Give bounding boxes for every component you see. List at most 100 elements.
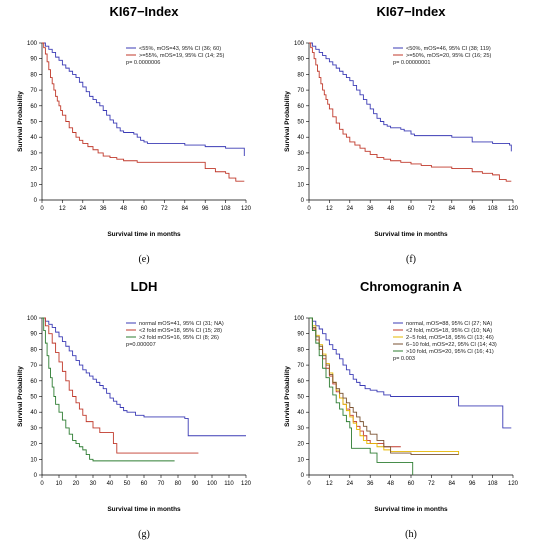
x-tick-label-g: 20 (73, 481, 80, 487)
x-tick-label-e: 0 (40, 206, 44, 212)
series-line-e-0 (42, 42, 245, 157)
x-tick-label-h: 12 (326, 481, 333, 487)
y-tick-label-e: 30 (30, 151, 37, 157)
y-tick-label-f: 20 (297, 167, 304, 173)
y-tick-label-h: 80 (297, 347, 304, 353)
x-tick-label-g: 10 (56, 481, 63, 487)
x-axis-title-g: Survival time in months (107, 506, 181, 513)
x-tick-label-f: 48 (387, 206, 394, 212)
y-tick-label-h: 60 (297, 379, 304, 385)
y-tick-label-h: 50 (297, 395, 304, 401)
series-line-f-1 (309, 42, 512, 182)
y-tick-label-f: 10 (297, 182, 304, 188)
x-axis-title-e: Survival time in months (107, 231, 181, 238)
x-tick-label-g: 60 (141, 481, 148, 487)
y-tick-label-f: 90 (297, 57, 304, 63)
x-tick-label-f: 36 (367, 206, 374, 212)
y-tick-label-f: 60 (297, 104, 304, 110)
chart-panel-g: LDH 0 10 20 30 40 50 60 70 80 90 100 110 120 0 10 20 30 40… (17, 279, 252, 540)
x-tick-label-h: 108 (488, 481, 499, 487)
x-tick-label-g: 100 (207, 481, 218, 487)
y-tick-label-e: 70 (30, 88, 37, 94)
legend-entry-h-3: 6−10 fold, mOS=22, 95% CI (14; 43) (406, 342, 497, 348)
x-tick-label-e: 36 (100, 206, 107, 212)
series-line-h-1 (309, 317, 401, 448)
x-tick-label-e: 120 (241, 206, 252, 212)
y-tick-label-g: 50 (30, 395, 37, 401)
y-tick-label-g: 0 (34, 473, 38, 479)
x-tick-label-h: 72 (428, 481, 435, 487)
x-tick-label-g: 50 (124, 481, 131, 487)
x-tick-label-h: 84 (448, 481, 455, 487)
y-tick-label-g: 70 (30, 363, 37, 369)
y-tick-label-f: 50 (297, 120, 304, 126)
series-line-g-2 (42, 317, 175, 462)
series-line-e-1 (42, 42, 245, 182)
y-tick-label-g: 20 (30, 442, 37, 448)
y-tick-label-e: 100 (27, 41, 38, 47)
legend-entry-h-2: 2−5 fold, mOS=18, 95% CI (13; 46) (406, 335, 494, 341)
chart-title-h: Chromogranin A (360, 279, 463, 294)
y-tick-label-h: 90 (297, 332, 304, 338)
y-tick-label-e: 90 (30, 57, 37, 63)
y-tick-label-e: 50 (30, 120, 37, 126)
series-line-h-3 (309, 317, 459, 456)
x-tick-label-f: 0 (307, 206, 311, 212)
x-axis-title-h: Survival time in months (374, 506, 448, 513)
x-tick-label-g: 120 (241, 481, 252, 487)
y-tick-label-g: 90 (30, 332, 37, 338)
x-tick-label-h: 0 (307, 481, 311, 487)
legend-entry-g-1: <2 fold mOS=18, 95% CI (15; 28) (139, 328, 222, 334)
y-tick-label-e: 10 (30, 182, 37, 188)
x-tick-label-g: 40 (107, 481, 114, 487)
legend-entry-f-0: <50%, mOS=46, 95% CI (38; 119) (406, 46, 491, 52)
chart-title-f: KI67−Index (376, 4, 446, 19)
p-value-f: p= 0.00000001 (393, 60, 431, 66)
x-axis-title-f: Survival time in months (374, 231, 448, 238)
y-axis-title-e: Survival Probability (17, 91, 24, 152)
y-axis-title-h: Survival Probability (284, 366, 291, 427)
y-tick-label-g: 100 (27, 316, 38, 322)
series-line-g-1 (42, 317, 199, 454)
x-tick-label-f: 24 (346, 206, 353, 212)
y-tick-label-e: 0 (34, 198, 38, 204)
x-tick-label-e: 108 (221, 206, 232, 212)
y-tick-label-e: 40 (30, 135, 37, 141)
chart-panel-e: KI67−Index 0 12 24 36 48 60 72 84 96 108 120 0 10 20 30… (17, 4, 252, 265)
legend-entry-h-1: <2 fold, mOS=18, 95% CI (10; NA) (406, 328, 492, 334)
y-tick-label-e: 20 (30, 167, 37, 173)
y-tick-label-e: 60 (30, 104, 37, 110)
x-tick-label-f: 96 (469, 206, 476, 212)
x-tick-label-f: 60 (408, 206, 415, 212)
y-tick-label-g: 40 (30, 410, 37, 416)
y-tick-label-h: 30 (297, 426, 304, 432)
x-tick-label-h: 60 (408, 481, 415, 487)
panel-caption-f: (f) (406, 254, 416, 265)
y-tick-label-g: 80 (30, 347, 37, 353)
x-tick-label-g: 0 (40, 481, 44, 487)
chart-panel-h: Chromogranin A 0 12 24 36 48 60 72 84 96 108 120 0 10… (284, 279, 519, 540)
y-axis-title-f: Survival Probability (284, 91, 291, 152)
x-tick-label-f: 120 (508, 206, 519, 212)
x-tick-label-h: 120 (508, 481, 519, 487)
y-axis-title-g: Survival Probability (17, 366, 24, 427)
x-tick-label-e: 24 (79, 206, 86, 212)
y-tick-label-f: 80 (297, 72, 304, 78)
y-tick-label-f: 70 (297, 88, 304, 94)
y-tick-label-h: 10 (297, 457, 304, 463)
chart-title-g: LDH (131, 279, 158, 294)
x-tick-label-e: 96 (202, 206, 209, 212)
x-tick-label-f: 108 (488, 206, 499, 212)
chart-panel-f: KI67−Index 0 12 24 36 48 60 72 84 96 108 120 0 10 20 30… (284, 4, 519, 265)
legend-entry-e-1: >=55%, mOS=19, 95% CI (14; 25) (139, 53, 224, 59)
series-line-g-0 (42, 317, 246, 437)
y-tick-label-f: 30 (297, 151, 304, 157)
x-tick-label-f: 72 (428, 206, 435, 212)
y-tick-label-f: 40 (297, 135, 304, 141)
y-tick-label-h: 0 (301, 473, 305, 479)
x-tick-label-g: 80 (175, 481, 182, 487)
panel-caption-h: (h) (405, 529, 417, 540)
panel-caption-g: (g) (138, 529, 150, 540)
legend-entry-h-0: normal, mOS=88, 95% CI (27; NA) (406, 321, 492, 327)
